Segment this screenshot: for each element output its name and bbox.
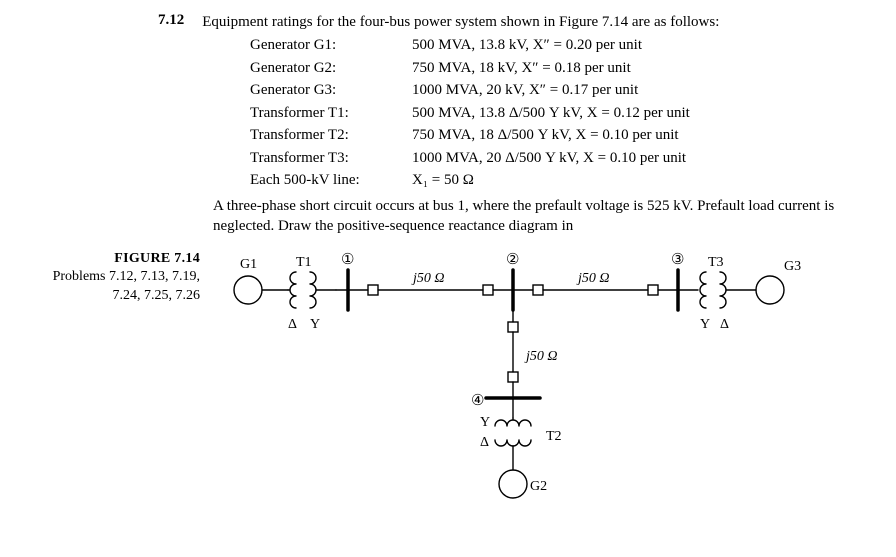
rating-row: Each 500-kV line: X₁ = 50 Ω — [250, 169, 868, 192]
label-bus3: ③ — [671, 252, 684, 268]
ratings-list: Generator G1: 500 MVA, 13.8 kV, X″ = 0.2… — [250, 34, 868, 192]
figure-title: FIGURE 7.14 — [28, 250, 200, 268]
rating-label: Transformer T2: — [250, 124, 390, 147]
rating-label: Generator G2: — [250, 57, 390, 80]
label-t3-wye: Y — [700, 317, 710, 332]
rating-value: 750 MVA, 18 kV, X″ = 0.18 per unit — [412, 57, 631, 80]
rating-row: Generator G1: 500 MVA, 13.8 kV, X″ = 0.2… — [250, 34, 868, 57]
label-bus2: ② — [506, 252, 519, 268]
label-bus1: ① — [341, 252, 354, 268]
label-line23: j50 Ω — [576, 271, 610, 286]
problem-closing: A three-phase short circuit occurs at bu… — [213, 196, 868, 237]
rating-value: 500 MVA, 13.8 kV, X″ = 0.20 per unit — [412, 34, 642, 57]
label-bus4: ④ — [471, 393, 484, 409]
problem-intro: Equipment ratings for the four-bus power… — [202, 12, 719, 32]
label-g3: G3 — [784, 259, 801, 274]
label-g1: G1 — [240, 257, 257, 272]
label-t1-delta: Δ — [288, 317, 297, 332]
rating-row: Generator G2: 750 MVA, 18 kV, X″ = 0.18 … — [250, 57, 868, 80]
rating-label: Generator G1: — [250, 34, 390, 57]
circuit-diagram: G1 T1 ① ② ③ T3 G3 j50 Ω j50 Ω j50 Ω ④ T2… — [218, 250, 858, 510]
label-t1-wye: Y — [310, 317, 320, 332]
rating-row: Generator G3: 1000 MVA, 20 kV, X″ = 0.17… — [250, 79, 868, 102]
rating-label: Each 500-kV line: — [250, 169, 390, 192]
rating-value: 1000 MVA, 20 kV, X″ = 0.17 per unit — [412, 79, 638, 102]
rating-value: 1000 MVA, 20 Δ/500 Y kV, X = 0.10 per un… — [412, 147, 686, 170]
label-t2: T2 — [546, 429, 562, 444]
rating-row: Transformer T1: 500 MVA, 13.8 Δ/500 Y kV… — [250, 102, 868, 125]
label-g2: G2 — [530, 479, 547, 494]
label-line24: j50 Ω — [524, 349, 558, 364]
rating-value: 750 MVA, 18 Δ/500 Y kV, X = 0.10 per uni… — [412, 124, 679, 147]
rating-row: Transformer T2: 750 MVA, 18 Δ/500 Y kV, … — [250, 124, 868, 147]
rating-value: X₁ = 50 Ω — [412, 169, 474, 192]
label-t2-wye: Y — [480, 415, 490, 430]
rating-value: 500 MVA, 13.8 Δ/500 Y kV, X = 0.12 per u… — [412, 102, 690, 125]
rating-label: Transformer T3: — [250, 147, 390, 170]
label-t2-delta: Δ — [480, 435, 489, 450]
label-line12: j50 Ω — [411, 271, 445, 286]
figure-subtitle: Problems 7.12, 7.13, 7.19, 7.24, 7.25, 7… — [28, 268, 200, 304]
rating-row: Transformer T3: 1000 MVA, 20 Δ/500 Y kV,… — [250, 147, 868, 170]
rating-label: Generator G3: — [250, 79, 390, 102]
label-t1: T1 — [296, 255, 312, 270]
problem-number: 7.12 — [158, 12, 184, 29]
rating-label: Transformer T1: — [250, 102, 390, 125]
label-t3: T3 — [708, 255, 724, 270]
label-t3-delta: Δ — [720, 317, 729, 332]
